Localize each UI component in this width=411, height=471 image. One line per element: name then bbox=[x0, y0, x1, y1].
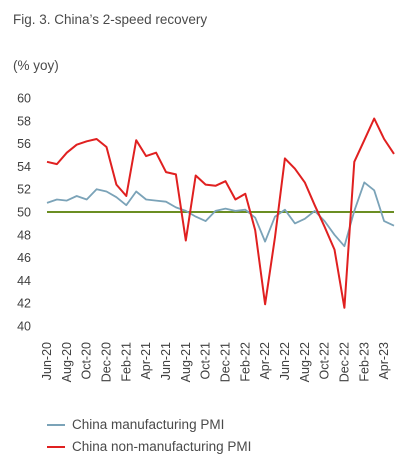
x-axis-ticks: Jun-20 Aug-20 Oct-20 Dec-20 Feb-21 Apr-21 Jun-… bbox=[40, 342, 391, 382]
x-tick-label: Oct-21 bbox=[199, 342, 213, 380]
x-tick-label: Feb-23 bbox=[357, 342, 371, 382]
legend-swatch-non-manufacturing bbox=[47, 445, 65, 448]
x-tick-label: Aug-21 bbox=[179, 342, 193, 382]
x-tick-label: Aug-20 bbox=[60, 342, 74, 382]
x-tick-label: Aug-22 bbox=[298, 342, 312, 382]
y-tick-label: 60 bbox=[17, 92, 31, 106]
x-tick-label: Jun-20 bbox=[40, 342, 54, 380]
x-tick-label: Oct-20 bbox=[80, 342, 94, 380]
non-manufacturing-pmi-line bbox=[46, 117, 395, 309]
x-tick-label: Feb-21 bbox=[119, 342, 133, 382]
series-lines bbox=[46, 117, 395, 309]
x-tick-label: Dec-22 bbox=[337, 342, 351, 382]
x-tick-label: Dec-21 bbox=[218, 342, 232, 382]
y-tick-label: 56 bbox=[17, 137, 31, 151]
chart-title: Fig. 3. China’s 2-speed recovery bbox=[13, 12, 208, 27]
y-tick-label: 50 bbox=[17, 206, 31, 220]
x-tick-label: Oct-22 bbox=[318, 342, 332, 380]
x-tick-label: Feb-22 bbox=[238, 342, 252, 382]
x-tick-label: Dec-20 bbox=[99, 342, 113, 382]
y-tick-label: 42 bbox=[17, 297, 31, 311]
line-chart: 40 42 44 46 48 50 52 54 56 58 60 Jun-20 Aug-20 Oct-2… bbox=[17, 92, 395, 382]
legend-item-manufacturing: China manufacturing PMI bbox=[47, 414, 251, 435]
y-tick-label: 52 bbox=[17, 183, 31, 197]
y-tick-label: 40 bbox=[17, 320, 31, 334]
x-tick-label: Jun-22 bbox=[278, 342, 292, 380]
legend-swatch-manufacturing bbox=[47, 423, 65, 426]
y-tick-label: 48 bbox=[17, 228, 31, 242]
legend-label-manufacturing: China manufacturing PMI bbox=[72, 417, 225, 432]
legend-item-non-manufacturing: China non-manufacturing PMI bbox=[47, 436, 251, 457]
x-tick-label: Jun-21 bbox=[159, 342, 173, 380]
x-tick-label: Apr-21 bbox=[139, 342, 153, 380]
manufacturing-pmi-line bbox=[46, 181, 395, 248]
legend-label-non-manufacturing: China non-manufacturing PMI bbox=[72, 439, 252, 454]
y-tick-label: 58 bbox=[17, 114, 31, 128]
y-tick-label: 54 bbox=[17, 160, 31, 174]
y-tick-label: 44 bbox=[17, 274, 31, 288]
y-axis-label: (% yoy) bbox=[13, 58, 59, 73]
x-tick-label: Apr-23 bbox=[377, 342, 391, 380]
y-tick-label: 46 bbox=[17, 251, 31, 265]
y-axis-ticks: 40 42 44 46 48 50 52 54 56 58 60 bbox=[17, 92, 31, 334]
chart-legend: China manufacturing PMI China non-manufa… bbox=[47, 414, 251, 458]
x-tick-label: Apr-22 bbox=[258, 342, 272, 380]
